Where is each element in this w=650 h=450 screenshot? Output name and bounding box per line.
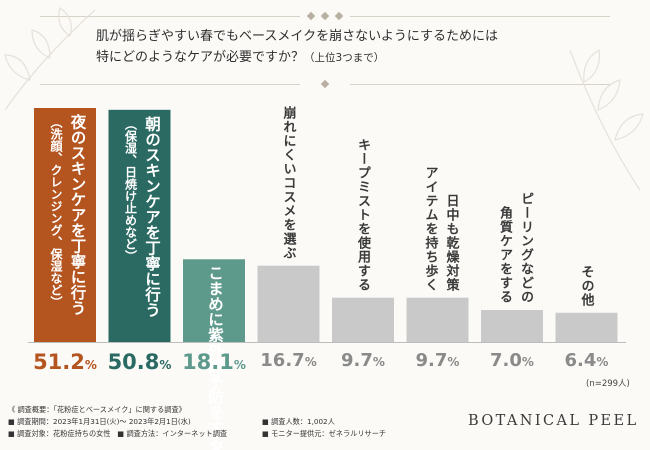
value-number-7: 7.0 [490, 350, 522, 371]
value-label-2: 50.8% [104, 350, 176, 374]
question-note: （上位3つまで） [304, 52, 385, 64]
leaf-decoration-icon [4, 7, 96, 111]
value-number-1: 51.2 [33, 350, 85, 374]
category-label-6-line-2: アイテムを持ち歩く [422, 165, 438, 292]
value-sign-6: % [447, 355, 460, 369]
value-label-3: 18.1% [178, 350, 250, 374]
brand-logo: BOTANICAL PEEL [468, 413, 639, 429]
value-label-8: 6.4% [551, 350, 623, 371]
value-sign-3: % [233, 358, 246, 372]
survey-count: ■ 調査人数：1,002人 [262, 417, 335, 426]
category-label-7-line-2: 角質ケアをする [497, 206, 512, 304]
bar-8 [555, 312, 618, 342]
category-label-1-line-1: 夜のスキンケアを丁寧に行う [68, 114, 88, 316]
value-label-5: 9.7% [327, 350, 399, 371]
survey-title: 《 調査概要：「花粉症とベースメイク」に関する調査》 [8, 405, 186, 414]
bar-3 [183, 259, 245, 342]
value-sign-7: % [521, 355, 534, 369]
survey-subject-method-row: ■ 調査対象：花粉症持ちの女性 ■ 調査方法：インターネット調査 [8, 428, 227, 440]
survey-provider: ■ モニター提供元：ゼネラルリサーチ [262, 429, 387, 438]
question-line-2-text: 特にどのようなケアが必要ですか？ [96, 50, 305, 65]
category-label-3-line-1: こまめに紫外線予防をする [206, 265, 225, 450]
bar-2 [108, 109, 171, 342]
value-sign-5: % [372, 355, 385, 369]
value-sign-4: % [304, 355, 317, 369]
top-divider-left [40, 16, 300, 17]
category-label-7-line-1: ピーリングなどの [518, 192, 533, 304]
value-number-3: 18.1 [182, 350, 234, 374]
category-label-5-line-1: キープミストを使用する [355, 137, 370, 292]
value-label-6: 9.7% [402, 350, 474, 371]
category-label-1-line-2: （洗顔、クレンジング、保湿など） [49, 116, 63, 308]
value-number-4: 16.7 [260, 350, 305, 371]
value-sign-8: % [596, 355, 609, 369]
value-sign-2: % [159, 358, 172, 372]
category-label-8-line-1: その他 [578, 264, 594, 307]
category-label-2-line-1: 朝のスキンケアを丁寧に行う [143, 115, 162, 318]
category-label-6-line-1: 日中も乾燥対策 [443, 193, 459, 292]
question-line-1: 肌が揺らぎやすい春でもベースメイクを崩さないようにするためには [96, 29, 498, 44]
sample-size-note: (n=299人) [586, 379, 630, 389]
value-label-1: 51.2% [29, 350, 101, 374]
value-label-7: 7.0% [476, 350, 548, 371]
survey-method: ■ 調査方法：インターネット調査 [117, 429, 228, 438]
mid-divider-left [40, 84, 300, 85]
value-label-4: 16.7% [253, 350, 325, 371]
bar-6 [406, 297, 469, 342]
question-line-2: 特にどのようなケアが必要ですか？（上位3つまで） [96, 47, 566, 69]
category-label-4-line-1: 崩れにくいコスメを選ぶ [280, 105, 296, 260]
bar-7 [481, 310, 543, 342]
mid-divider-right [350, 84, 610, 85]
category-label-2-line-2: （保湿、日焼け止めなど） [123, 117, 138, 262]
survey-right-column: . ■ 調査人数：1,002人 ■ モニター提供元：ゼネラルリサーチ [262, 404, 386, 440]
value-number-5: 9.7 [341, 350, 373, 371]
survey-subject: ■ 調査対象：花粉症持ちの女性 [8, 429, 111, 438]
leaf-decoration-icon [569, 49, 644, 191]
question-title: 肌が揺らぎやすい春でもベースメイクを崩さないようにするためには 特にどのようなケ… [96, 26, 566, 69]
value-sign-1: % [84, 358, 97, 372]
value-number-6: 9.7 [415, 350, 448, 371]
survey-footer: 《 調査概要：「花粉症とベースメイク」に関する調査》 ■ 調査期間：2023年1… [8, 404, 386, 440]
survey-period: ■ 調査期間：2023年1月31日(火)～ 2023年2月1日(水) [8, 417, 191, 426]
top-divider-right [350, 16, 610, 17]
bar-1 [34, 108, 96, 342]
value-number-2: 50.8 [107, 350, 160, 374]
bar-4 [257, 265, 320, 342]
bar-5 [332, 297, 394, 342]
value-number-8: 6.4 [564, 350, 597, 371]
